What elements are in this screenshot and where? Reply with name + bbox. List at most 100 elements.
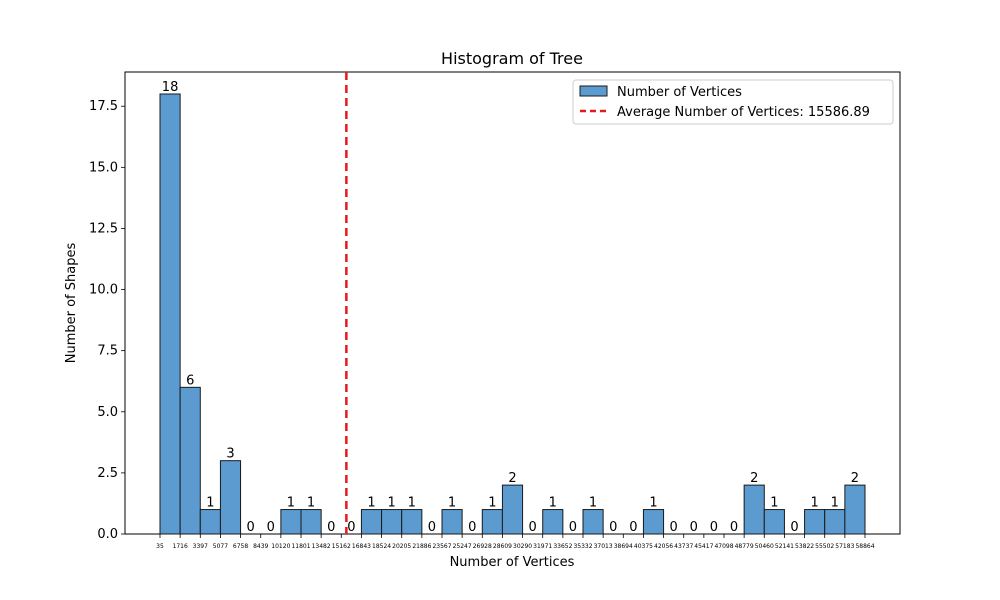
- histogram-bar: [542, 509, 564, 535]
- bar-value-label: 0: [428, 520, 436, 535]
- x-tick-label: 50460: [755, 543, 774, 550]
- x-tick-label: 10120: [271, 543, 290, 550]
- y-tick-label: 12.5: [89, 221, 118, 236]
- bar-value-label: 1: [408, 496, 416, 511]
- y-tick-label: 5.0: [97, 405, 118, 420]
- histogram-bar: [501, 484, 524, 535]
- x-tick-label: 57183: [835, 543, 854, 550]
- legend-frame: [572, 79, 894, 125]
- x-tick-label: 58864: [855, 543, 874, 550]
- x-tick-label: 42056: [654, 543, 673, 550]
- x-tick-label: 16843: [352, 543, 371, 550]
- legend-label-bars: Number of Vertices: [617, 85, 742, 100]
- bar-value-label: 2: [508, 471, 516, 486]
- bar-value-label: 0: [629, 520, 637, 535]
- x-tick-label: 3397: [193, 543, 208, 550]
- bar-value-label: 1: [549, 496, 557, 511]
- bar-value-label: 0: [569, 520, 577, 535]
- bar-value-label: 2: [851, 471, 859, 486]
- histogram-bar: [582, 509, 604, 535]
- y-tick-label: 15.0: [89, 160, 118, 175]
- x-tick-label: 45417: [694, 543, 713, 550]
- bar-value-label: 1: [448, 496, 456, 511]
- y-tick-label: 17.5: [89, 99, 118, 114]
- legend-swatch-bar: [579, 85, 608, 97]
- x-tick-label: 20205: [392, 543, 411, 550]
- bar-value-label: 3: [226, 447, 234, 462]
- legend: Number of Vertices Average Number of Ver…: [572, 79, 894, 125]
- histogram-bar: [743, 484, 765, 535]
- chart-title: Histogram of Tree: [441, 49, 583, 68]
- histogram-bar: [360, 509, 383, 535]
- x-tick-label: 11801: [291, 543, 310, 550]
- x-tick-label: 30290: [513, 543, 532, 550]
- bar-value-label: 0: [529, 520, 537, 535]
- x-tick-label: 21886: [412, 543, 431, 550]
- histogram-bar: [804, 509, 826, 535]
- y-tick-label: 10.0: [89, 283, 118, 298]
- histogram-bar: [441, 509, 463, 535]
- histogram-bar: [844, 484, 866, 535]
- x-tick-label: 15162: [332, 543, 351, 550]
- bar-value-label: 0: [730, 520, 738, 535]
- bar-value-label: 1: [831, 496, 839, 511]
- bar-value-label: 0: [790, 520, 798, 535]
- bar-value-label: 1: [367, 496, 375, 511]
- bar-value-label: 1: [287, 496, 295, 511]
- histogram-bar: [300, 509, 322, 535]
- bar-value-label: 0: [690, 520, 698, 535]
- x-tick-label: 43737: [674, 543, 693, 550]
- x-tick-label: 13482: [312, 543, 331, 550]
- bar-value-label: 0: [609, 520, 617, 535]
- histogram-bar: [280, 509, 302, 535]
- bar-value-label: 0: [468, 520, 476, 535]
- histogram-bar: [179, 386, 201, 535]
- x-tick-label: 28609: [493, 543, 512, 550]
- histogram-bar: [824, 509, 846, 535]
- histogram-bar: [401, 509, 423, 535]
- histogram-bar: [481, 509, 503, 535]
- x-tick-label: 37013: [594, 543, 613, 550]
- bar-value-label: 0: [267, 520, 275, 535]
- x-tick-label: 25247: [453, 543, 472, 550]
- x-tick-label: 5077: [213, 543, 228, 550]
- histogram-bar: [642, 509, 665, 535]
- x-tick-label: 38694: [614, 543, 633, 550]
- bar-value-label: 1: [307, 496, 315, 511]
- bar-value-label: 1: [811, 496, 819, 511]
- x-tick-label: 33652: [553, 543, 572, 550]
- bar-value-label: 1: [388, 496, 396, 511]
- x-tick-label: 1716: [173, 543, 188, 550]
- x-tick-label: 31971: [533, 543, 552, 550]
- x-tick-label: 8439: [253, 543, 268, 550]
- histogram-bar: [199, 509, 221, 535]
- y-tick-label: 2.5: [97, 466, 118, 481]
- bar-value-label: 18: [162, 80, 179, 95]
- bar-value-label: 1: [649, 496, 657, 511]
- x-tick-label: 35: [156, 543, 164, 550]
- bar-value-label: 1: [206, 496, 214, 511]
- x-tick-label: 6758: [233, 543, 248, 550]
- x-tick-label: 18524: [372, 543, 391, 550]
- histogram-bar: [219, 460, 242, 535]
- y-tick-label: 0.0: [97, 527, 118, 542]
- y-axis-title: Number of Shapes: [64, 243, 79, 364]
- histogram-bar: [159, 93, 181, 535]
- bar-value-label: 1: [589, 496, 597, 511]
- bar-value-label: 1: [488, 496, 496, 511]
- bar-value-label: 0: [670, 520, 678, 535]
- x-tick-label: 55502: [815, 543, 834, 550]
- plot-frame: [124, 71, 901, 535]
- histogram-bar: [763, 509, 785, 535]
- bar-value-label: 0: [710, 520, 718, 535]
- bar-value-label: 6: [186, 373, 194, 388]
- x-tick-label: 48779: [735, 543, 754, 550]
- x-tick-label: 35332: [573, 543, 592, 550]
- bar-value-label: 0: [347, 520, 355, 535]
- x-tick-label: 52141: [775, 543, 794, 550]
- bar-value-label: 1: [770, 496, 778, 511]
- bar-value-label: 0: [327, 520, 335, 535]
- x-tick-label: 53822: [795, 543, 814, 550]
- x-tick-label: 23567: [432, 543, 451, 550]
